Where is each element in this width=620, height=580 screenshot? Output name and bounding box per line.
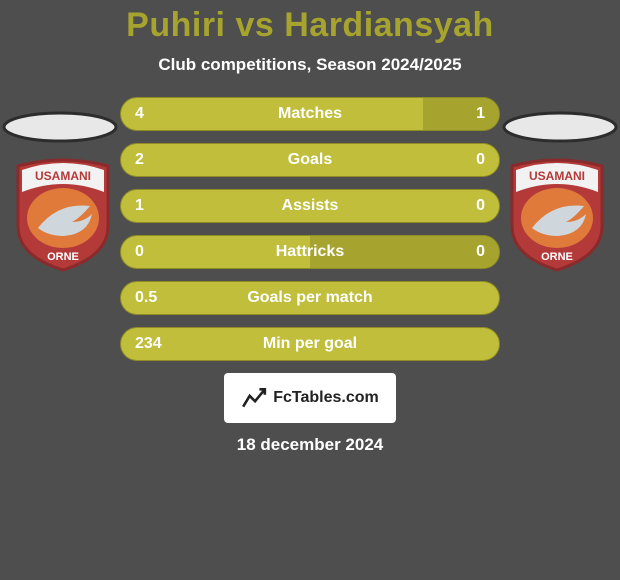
stat-row-min-per-goal: 234Min per goal xyxy=(120,327,500,361)
svg-text:ORNE: ORNE xyxy=(541,251,573,263)
stat-label: Hattricks xyxy=(121,236,499,268)
player-a-name: Puhiri xyxy=(126,6,225,44)
date-text: 18 december 2024 xyxy=(0,435,620,455)
fctables-logo-text: FcTables.com xyxy=(273,389,379,407)
svg-text:ORNE: ORNE xyxy=(47,251,79,263)
comparison-infographic: Puhiri vs Hardiansyah Club competitions,… xyxy=(0,0,620,580)
vs-separator: vs xyxy=(235,6,274,44)
stat-rows: 41Matches 20Goals 10Assists 00Hattricks 0.5G… xyxy=(120,97,500,361)
stat-label: Matches xyxy=(121,98,499,130)
fctables-logo: FcTables.com xyxy=(224,373,396,423)
stat-row-assists: 10Assists xyxy=(120,189,500,223)
stat-label: Assists xyxy=(121,190,499,222)
player-a-badge xyxy=(0,97,120,157)
stat-row-goals: 20Goals xyxy=(120,143,500,177)
stat-row-goals-per-match: 0.5Goals per match xyxy=(120,281,500,315)
player-b-name: Hardiansyah xyxy=(284,6,494,44)
svg-text:USAMANI: USAMANI xyxy=(529,169,585,183)
stat-label: Min per goal xyxy=(121,328,499,360)
stat-label: Goals per match xyxy=(121,282,499,314)
chart-icon xyxy=(241,385,267,411)
player-a-club-logo: USAMANI ORNE xyxy=(8,152,118,272)
comparison-stage: USAMANI ORNE USAMANI ORNE 41Matches 20Goa… xyxy=(0,97,620,361)
svg-text:USAMANI: USAMANI xyxy=(35,169,91,183)
stat-label: Goals xyxy=(121,144,499,176)
stat-row-matches: 41Matches xyxy=(120,97,500,131)
page-title: Puhiri vs Hardiansyah xyxy=(0,6,620,45)
player-b-badge xyxy=(500,97,620,157)
subtitle: Club competitions, Season 2024/2025 xyxy=(0,55,620,75)
player-b-club-logo: USAMANI ORNE xyxy=(502,152,612,272)
stat-row-hattricks: 00Hattricks xyxy=(120,235,500,269)
